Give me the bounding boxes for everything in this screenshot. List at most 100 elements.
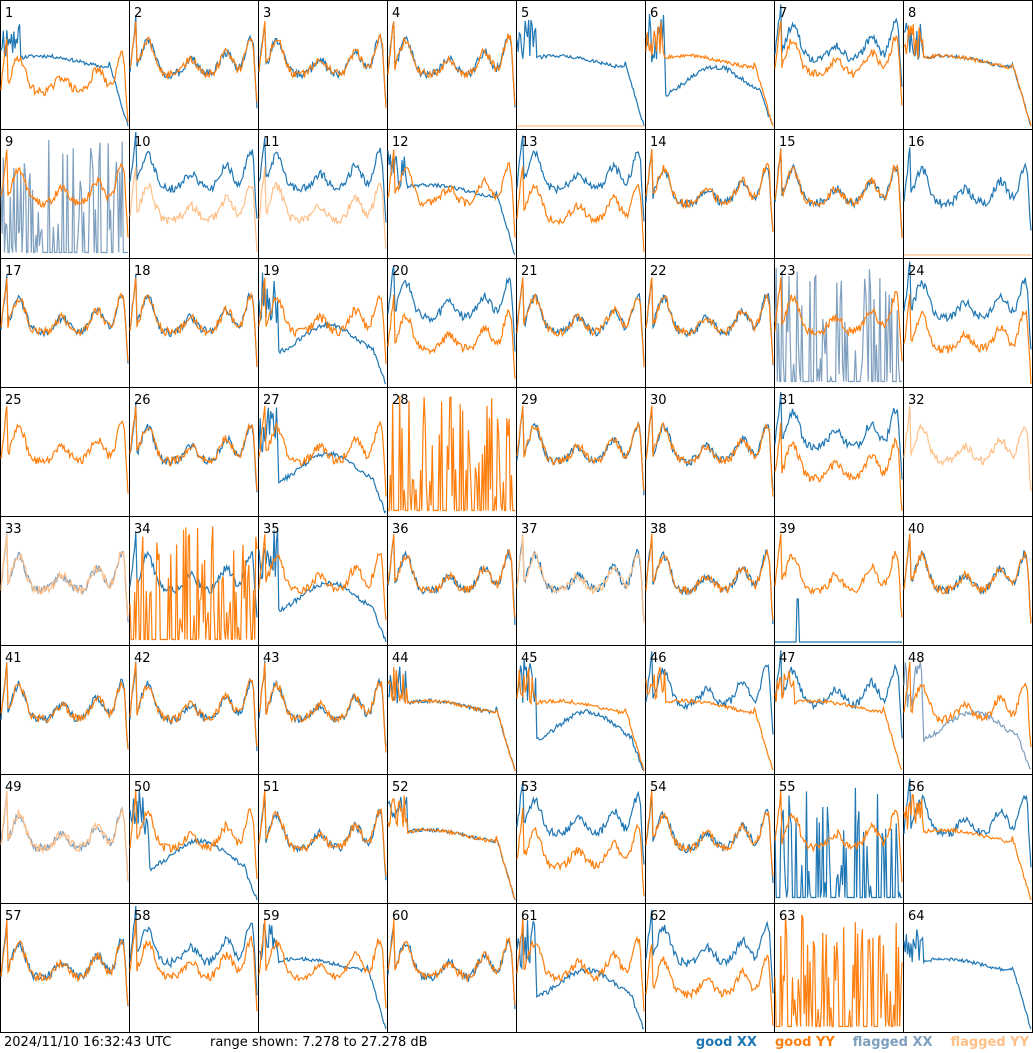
panel-label: 10	[134, 135, 151, 150]
panel-16: 16	[903, 129, 1033, 259]
panel-label: 35	[263, 522, 280, 537]
series-xx	[0, 139, 128, 254]
panel-frame	[0, 774, 130, 904]
panel-frame	[903, 645, 1033, 775]
panel-frame	[903, 774, 1033, 904]
panel-label: 12	[392, 135, 409, 150]
panel-55: 55	[774, 774, 904, 904]
series-yy	[258, 405, 387, 497]
legend-good-yy: good YY	[774, 1035, 835, 1050]
series-yy	[387, 918, 516, 1006]
panel-52: 52	[387, 774, 517, 904]
panel-23: 23	[774, 258, 904, 388]
panel-15: 15	[774, 129, 904, 259]
panel-33: 33	[0, 516, 130, 646]
series-xx	[387, 926, 516, 1010]
series-xx	[258, 272, 387, 385]
panel-label: 15	[779, 135, 796, 150]
panel-4: 4	[387, 0, 517, 130]
panel-31: 31	[774, 387, 904, 517]
panel-label: 8	[908, 6, 916, 21]
panel-label: 4	[392, 6, 400, 21]
series-xx	[775, 598, 902, 643]
panel-label: 64	[908, 909, 925, 924]
panel-60: 60	[387, 903, 517, 1033]
panel-label: 43	[263, 651, 280, 666]
series-xx	[516, 916, 645, 1030]
series-yy	[129, 918, 258, 1012]
panel-label: 3	[263, 6, 271, 21]
series-yy	[129, 166, 258, 252]
series-yy	[774, 277, 903, 362]
series-yy	[903, 661, 1032, 748]
legend-good-xx: good XX	[695, 1035, 757, 1050]
series-yy	[258, 166, 387, 250]
panel-19: 19	[258, 258, 388, 388]
series-yy	[645, 277, 774, 365]
series-yy	[903, 294, 1032, 385]
series-yy	[387, 666, 516, 772]
panel-label: 41	[5, 651, 22, 666]
series-yy	[129, 277, 258, 368]
series-yy	[129, 662, 258, 747]
panel-8: 8	[903, 0, 1033, 130]
panel-frame	[129, 0, 259, 130]
panel-30: 30	[645, 387, 775, 517]
series-xx	[645, 651, 774, 735]
series-yy	[258, 918, 387, 1009]
panel-label: 6	[650, 6, 658, 21]
series-xx	[645, 407, 774, 491]
series-xx	[645, 13, 774, 125]
series-xx	[903, 929, 1032, 1030]
series-yy	[645, 790, 774, 877]
series-yy	[258, 662, 387, 753]
series-yy	[0, 790, 129, 882]
series-xx	[774, 650, 903, 739]
panel-51: 51	[258, 774, 388, 904]
panel-frame	[903, 903, 1033, 1033]
panel-frame	[516, 387, 646, 517]
panel-label: 31	[779, 393, 796, 408]
panel-7: 7	[774, 0, 904, 130]
panel-26: 26	[129, 387, 259, 517]
panel-label: 40	[908, 522, 925, 537]
panel-44: 44	[387, 645, 517, 775]
panel-label: 33	[5, 522, 22, 537]
panel-12: 12	[387, 129, 517, 259]
series-xx	[903, 261, 1032, 350]
panel-59: 59	[258, 903, 388, 1033]
panel-label: 63	[779, 909, 796, 924]
series-yy	[645, 21, 774, 127]
series-xx	[516, 781, 645, 865]
panel-label: 52	[392, 780, 409, 795]
series-yy	[0, 662, 129, 750]
panel-label: 22	[650, 264, 667, 279]
panel-21: 21	[516, 258, 646, 388]
panel-label: 54	[650, 780, 667, 795]
panel-label: 18	[134, 264, 151, 279]
series-yy	[645, 149, 774, 233]
panel-label: 61	[521, 909, 538, 924]
panel-3: 3	[258, 0, 388, 130]
panel-label: 1	[5, 6, 13, 21]
panel-25: 25	[0, 387, 130, 517]
panel-label: 39	[779, 522, 796, 537]
series-yy	[645, 666, 774, 771]
series-xx	[516, 659, 645, 772]
panel-label: 47	[779, 651, 796, 666]
series-yy	[516, 918, 645, 1012]
panel-frame	[774, 387, 904, 517]
panel-40: 40	[903, 516, 1033, 646]
series-yy	[0, 277, 129, 362]
panel-34: 34	[129, 516, 259, 646]
series-xx	[774, 787, 902, 899]
panel-6: 6	[645, 0, 775, 130]
panel-label: 55	[779, 780, 796, 795]
panel-42: 42	[129, 645, 259, 775]
panel-frame	[645, 774, 775, 904]
panel-37: 37	[516, 516, 646, 646]
panel-label: 23	[779, 264, 796, 279]
series-xx	[258, 407, 387, 514]
series-yy	[258, 21, 387, 109]
